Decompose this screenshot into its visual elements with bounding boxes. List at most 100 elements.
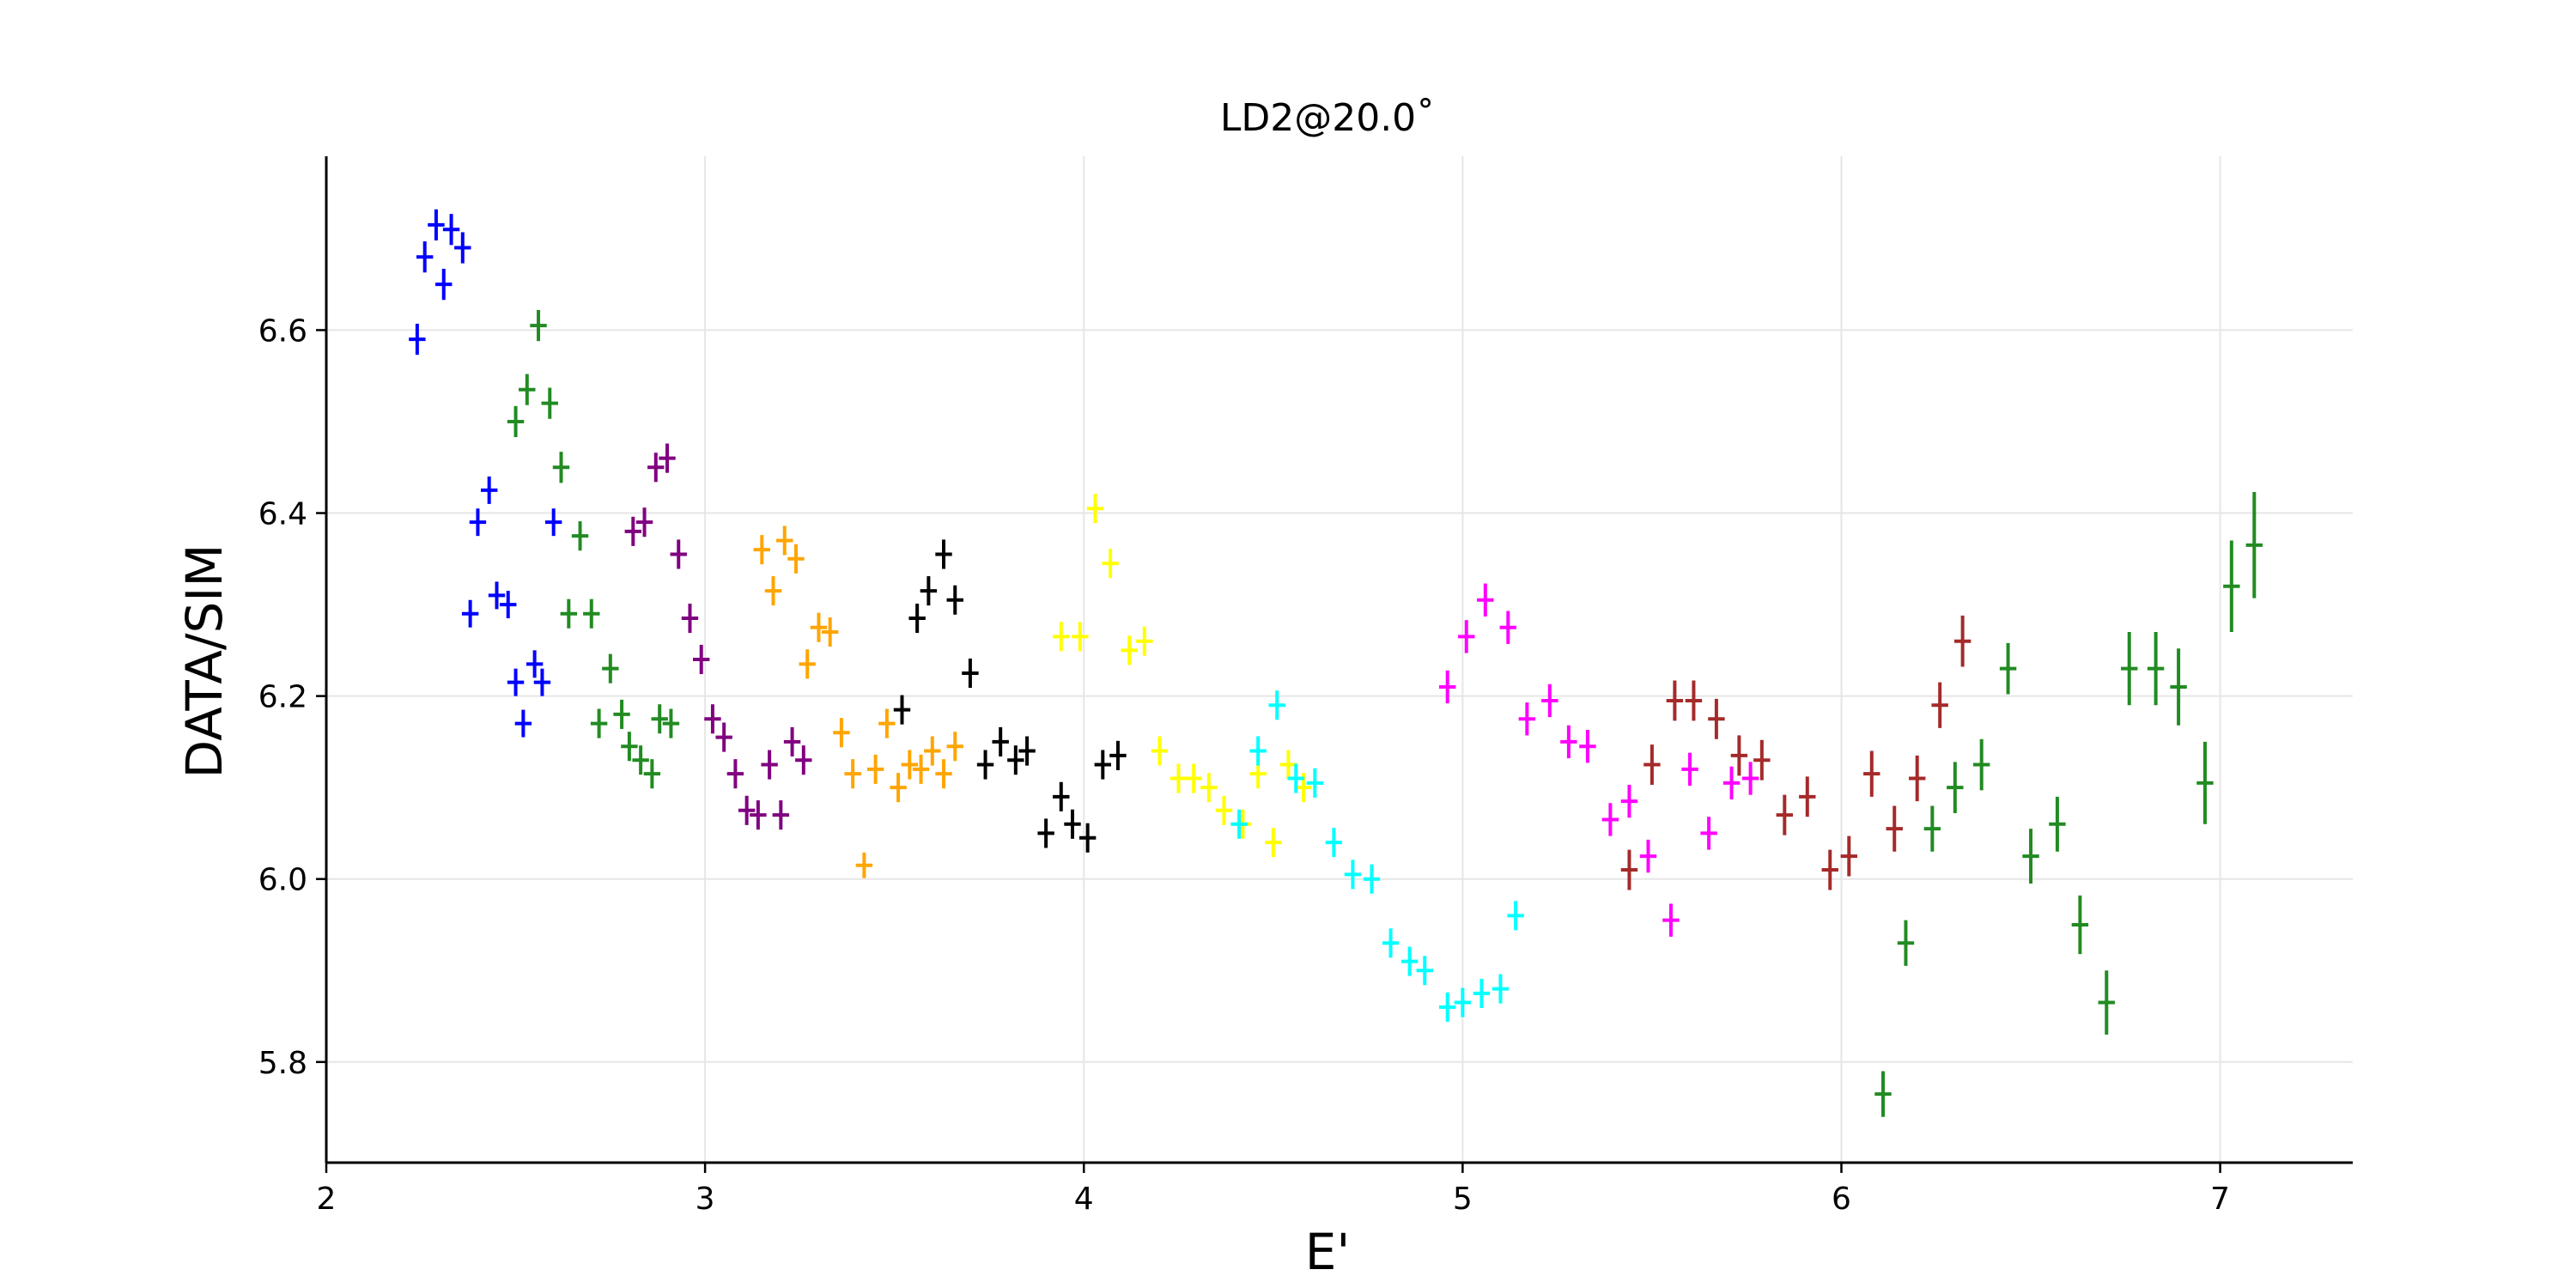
data-point (750, 800, 767, 830)
data-point (795, 745, 812, 775)
data-point (2245, 492, 2263, 598)
data-point (1053, 622, 1070, 652)
data-point (924, 736, 941, 766)
data-point (1279, 750, 1297, 780)
data-point (507, 405, 525, 438)
data-point (901, 750, 919, 780)
tick-marks: 2 3 4 5 6 7 5.8 6.0 6.2 6.4 6.6 (258, 313, 2230, 1217)
data-point (946, 732, 963, 762)
data-point (908, 604, 926, 634)
data-point (912, 754, 930, 784)
x-tick-label: 6 (1832, 1182, 1851, 1217)
data-point (1897, 920, 1915, 966)
data-point (635, 507, 653, 538)
data-series (893, 539, 1127, 853)
data-point (1249, 736, 1267, 766)
data-series (1874, 492, 2263, 1117)
data-point (2121, 632, 2138, 706)
data-point (560, 598, 578, 629)
data-point (810, 612, 828, 642)
y-tick-label: 6.0 (258, 863, 307, 898)
data-point (428, 209, 445, 241)
data-point (632, 745, 649, 775)
data-point (1053, 781, 1070, 811)
data-point (920, 576, 938, 606)
data-point (1753, 739, 1771, 781)
data-point (2098, 970, 2115, 1035)
data-point (416, 241, 434, 273)
data-point (1730, 735, 1748, 776)
data-point (1662, 903, 1680, 937)
data-point (738, 795, 756, 825)
data-point (621, 732, 638, 762)
data-point (1601, 803, 1619, 836)
data-point (893, 695, 911, 725)
data-point (946, 585, 963, 615)
data-point (533, 668, 551, 696)
data-point (647, 453, 665, 483)
data-point (1708, 698, 1725, 739)
data-point (583, 598, 600, 629)
data-point (1953, 615, 1971, 667)
data-point (2196, 741, 2214, 824)
data-point (753, 535, 770, 565)
data-point (1458, 620, 1475, 653)
data-point (613, 699, 630, 729)
data-point (935, 759, 952, 789)
x-tick-label: 7 (2210, 1182, 2230, 1217)
data-point (799, 649, 816, 679)
data-point (992, 726, 1009, 756)
data-point (761, 750, 778, 780)
data-point (787, 544, 805, 574)
data-point (1416, 956, 1433, 986)
data-point (571, 521, 589, 551)
data-point (602, 653, 619, 683)
data-point (1078, 823, 1097, 853)
data-series (753, 526, 963, 878)
data-point (890, 773, 907, 803)
data-point (500, 591, 517, 619)
data-point (1923, 805, 1941, 852)
data-series (1230, 690, 1524, 1022)
data-point (1109, 740, 1127, 770)
data-point (704, 704, 721, 734)
data-point (1170, 763, 1188, 793)
grid-lines (325, 156, 2353, 1163)
data-point (1799, 776, 1816, 817)
data-point (454, 232, 471, 264)
data-point (1072, 622, 1089, 652)
x-tick-label: 3 (696, 1182, 715, 1217)
data-point (1151, 736, 1169, 766)
data-point (2071, 895, 2089, 955)
data-point (866, 754, 884, 784)
data-point (659, 443, 676, 473)
data-series (624, 443, 812, 830)
data-point (1265, 828, 1282, 858)
data-point (878, 708, 896, 738)
data-point (1230, 809, 1248, 839)
data-point (530, 309, 547, 342)
data-point (1947, 762, 1964, 813)
data-point (643, 759, 661, 789)
data-point (1639, 839, 1657, 873)
y-tick-label: 5.8 (258, 1046, 307, 1081)
data-point (1473, 978, 1491, 1008)
data-point (662, 708, 680, 738)
data-point (1499, 611, 1517, 644)
data-point (1102, 549, 1119, 579)
data-point (670, 539, 687, 569)
data-point (519, 374, 536, 405)
data-point (469, 508, 487, 537)
data-point (764, 576, 782, 606)
data-point (442, 214, 460, 246)
data-point (844, 759, 861, 789)
data-point (1454, 987, 1472, 1018)
data-point (693, 644, 710, 675)
data-point (1344, 860, 1362, 890)
y-tick-label: 6.4 (258, 497, 307, 532)
data-point (855, 852, 873, 878)
chart-title: LD2@20.0˚ (1220, 96, 1435, 140)
data-series (1439, 583, 1759, 937)
data-point (541, 387, 558, 419)
